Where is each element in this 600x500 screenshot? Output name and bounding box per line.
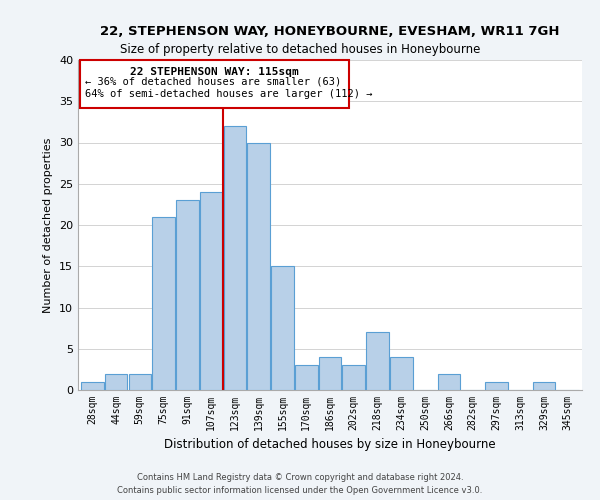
Bar — [437, 374, 460, 390]
Bar — [80, 60, 349, 108]
Bar — [366, 332, 389, 390]
Bar — [224, 126, 246, 390]
Bar — [485, 382, 508, 390]
Bar — [200, 192, 223, 390]
Title: 22, STEPHENSON WAY, HONEYBOURNE, EVESHAM, WR11 7GH: 22, STEPHENSON WAY, HONEYBOURNE, EVESHAM… — [100, 25, 560, 38]
Text: 64% of semi-detached houses are larger (112) →: 64% of semi-detached houses are larger (… — [85, 89, 373, 99]
Bar — [247, 142, 270, 390]
Bar — [390, 357, 413, 390]
Bar — [533, 382, 555, 390]
Bar — [128, 374, 151, 390]
Bar — [152, 217, 175, 390]
Y-axis label: Number of detached properties: Number of detached properties — [43, 138, 53, 312]
Text: Size of property relative to detached houses in Honeybourne: Size of property relative to detached ho… — [120, 42, 480, 56]
Bar — [319, 357, 341, 390]
Bar — [271, 266, 294, 390]
Bar — [81, 382, 104, 390]
Text: Contains HM Land Registry data © Crown copyright and database right 2024.
Contai: Contains HM Land Registry data © Crown c… — [118, 473, 482, 495]
Text: 22 STEPHENSON WAY: 115sqm: 22 STEPHENSON WAY: 115sqm — [130, 66, 299, 76]
Bar — [295, 365, 317, 390]
Bar — [343, 365, 365, 390]
X-axis label: Distribution of detached houses by size in Honeybourne: Distribution of detached houses by size … — [164, 438, 496, 452]
Bar — [105, 374, 127, 390]
Bar — [176, 200, 199, 390]
Text: ← 36% of detached houses are smaller (63): ← 36% of detached houses are smaller (63… — [85, 76, 341, 86]
